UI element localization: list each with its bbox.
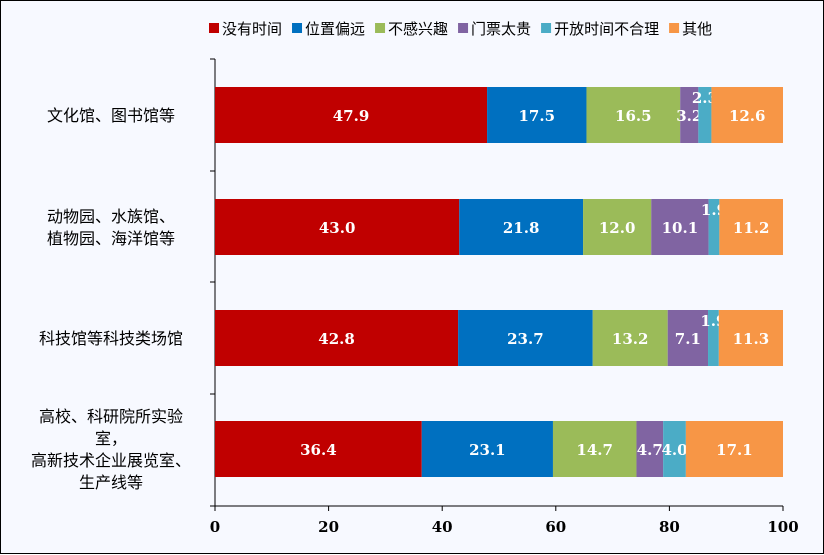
bar-segment xyxy=(698,87,712,143)
data-label: 11.3 xyxy=(733,330,770,348)
data-label: 13.2 xyxy=(612,330,649,348)
x-tick-label: 40 xyxy=(432,518,453,536)
data-label: 4.0 xyxy=(661,441,687,459)
data-label: 43.0 xyxy=(319,219,356,237)
legend-swatch xyxy=(375,23,386,33)
legend-entry: 其他 xyxy=(682,20,712,38)
bar-segment xyxy=(215,199,460,255)
bar-segment xyxy=(459,199,584,255)
bar-segment xyxy=(708,310,719,366)
bar-segment xyxy=(552,421,637,477)
x-tick-label: 20 xyxy=(318,518,339,536)
bar-segment xyxy=(663,421,686,477)
legend-swatch xyxy=(458,23,469,33)
data-label: 36.4 xyxy=(300,441,337,459)
data-label: 7.1 xyxy=(675,330,701,348)
category-label: 科技馆等科技类场馆 xyxy=(39,329,183,348)
bar-segment xyxy=(487,87,587,143)
bar-segment xyxy=(719,199,783,255)
bar-segment xyxy=(708,199,720,255)
bar-segment xyxy=(421,421,553,477)
legend-entry: 门票太贵 xyxy=(471,20,531,38)
legend-swatch xyxy=(292,23,303,33)
bar-segment xyxy=(586,87,681,143)
legend-entry: 不感兴趣 xyxy=(388,20,448,38)
bar-segment xyxy=(592,310,668,366)
bar-segment xyxy=(583,199,652,255)
bar-segment xyxy=(636,421,664,477)
bar-segment xyxy=(680,87,699,143)
data-label: 4.7 xyxy=(637,441,663,459)
bar-segment xyxy=(718,310,783,366)
data-label: 12.6 xyxy=(729,107,766,125)
x-tick-label: 60 xyxy=(545,518,566,536)
data-label: 17.1 xyxy=(716,441,753,459)
data-label: 42.8 xyxy=(318,330,355,348)
legend-swatch xyxy=(541,23,552,33)
category-label: 高校、科研院所实验 xyxy=(39,407,183,426)
bar-segment xyxy=(667,310,709,366)
data-label: 14.7 xyxy=(576,441,613,459)
category-label: 文化馆、图书馆等 xyxy=(47,106,175,125)
data-label: 23.1 xyxy=(469,441,506,459)
bar-segment xyxy=(215,310,459,366)
bar-segment xyxy=(685,421,783,477)
data-label: 16.5 xyxy=(615,107,652,125)
legend-swatch xyxy=(669,23,680,33)
data-label: 10.1 xyxy=(662,219,699,237)
category-label: 生产线等 xyxy=(79,473,143,492)
bar-segment xyxy=(711,87,783,143)
data-label: 21.8 xyxy=(503,219,540,237)
bar-segment xyxy=(651,199,709,255)
legend-swatch xyxy=(209,23,219,33)
bar-segment xyxy=(215,421,422,477)
x-tick-label: 0 xyxy=(210,518,220,536)
x-tick-label: 100 xyxy=(767,518,798,536)
legend-entry: 开放时间不合理 xyxy=(554,20,659,38)
x-tick-label: 80 xyxy=(659,518,680,536)
category-label: 植物园、海洋馆等 xyxy=(47,229,175,248)
data-label: 3.2 xyxy=(676,107,702,125)
data-label: 11.2 xyxy=(733,219,770,237)
bar-segment xyxy=(215,87,488,143)
legend-entry: 没有时间 xyxy=(222,20,282,38)
data-label: 47.9 xyxy=(333,107,370,125)
data-label: 23.7 xyxy=(507,330,544,348)
data-label: 12.0 xyxy=(599,219,636,237)
category-label: 室， xyxy=(95,429,127,448)
data-label: 17.5 xyxy=(518,107,555,125)
bar-segment xyxy=(458,310,593,366)
category-label: 动物园、水族馆、 xyxy=(47,207,175,226)
legend-entry: 位置偏远 xyxy=(305,20,365,38)
category-label: 高新技术企业展览室、 xyxy=(31,451,191,470)
data-label: 2.3 xyxy=(692,89,718,107)
